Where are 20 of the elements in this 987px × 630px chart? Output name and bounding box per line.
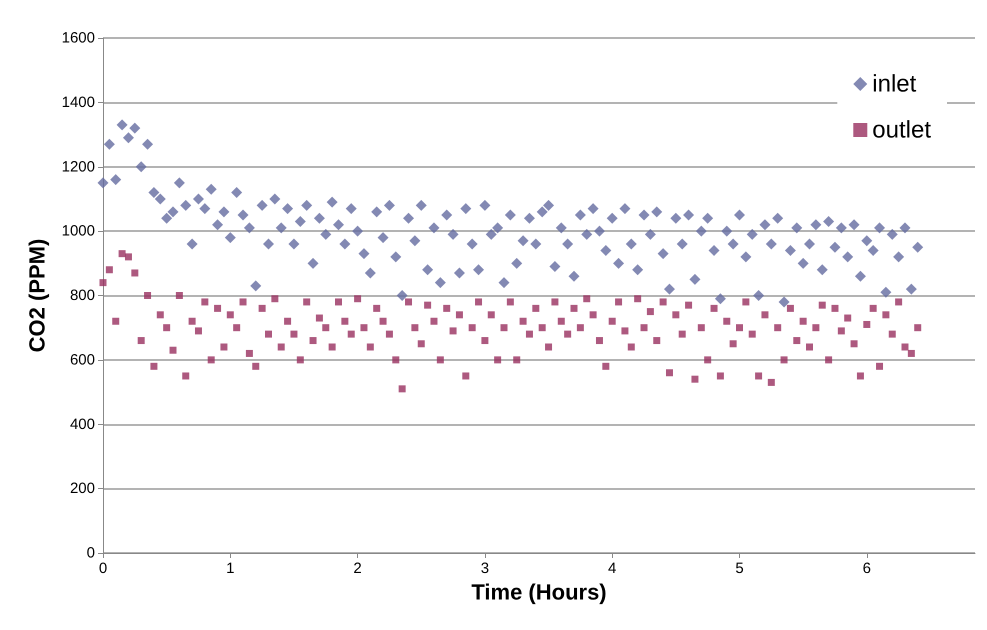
y-tick-label: 1200	[62, 158, 95, 176]
x-axis-title: Time (Hours)	[471, 579, 607, 604]
legend-label: outlet	[872, 116, 932, 144]
y-tick-label: 800	[70, 287, 95, 304]
y-tick-label: 1600	[62, 30, 95, 46]
y-tick-label: 200	[70, 480, 95, 498]
x-tick-label: 4	[608, 560, 616, 577]
x-tick-label: 3	[480, 560, 490, 577]
y-tick-label: 0	[86, 544, 95, 562]
y-tick-label: 1000	[62, 222, 95, 240]
x-tick-label: 2	[353, 560, 362, 577]
y-tick-label: 400	[70, 416, 95, 433]
x-tick-label: 1	[226, 560, 234, 577]
y-tick-label: 600	[70, 351, 95, 368]
y-tick-label: 1400	[62, 94, 95, 111]
y-axis-title: CO2 (PPM)	[24, 238, 50, 352]
legend-label: inlet	[872, 70, 917, 98]
x-tick-label: 0	[98, 560, 108, 577]
x-tick-label: 6	[862, 560, 871, 577]
x-tick-label: 5	[735, 560, 744, 577]
